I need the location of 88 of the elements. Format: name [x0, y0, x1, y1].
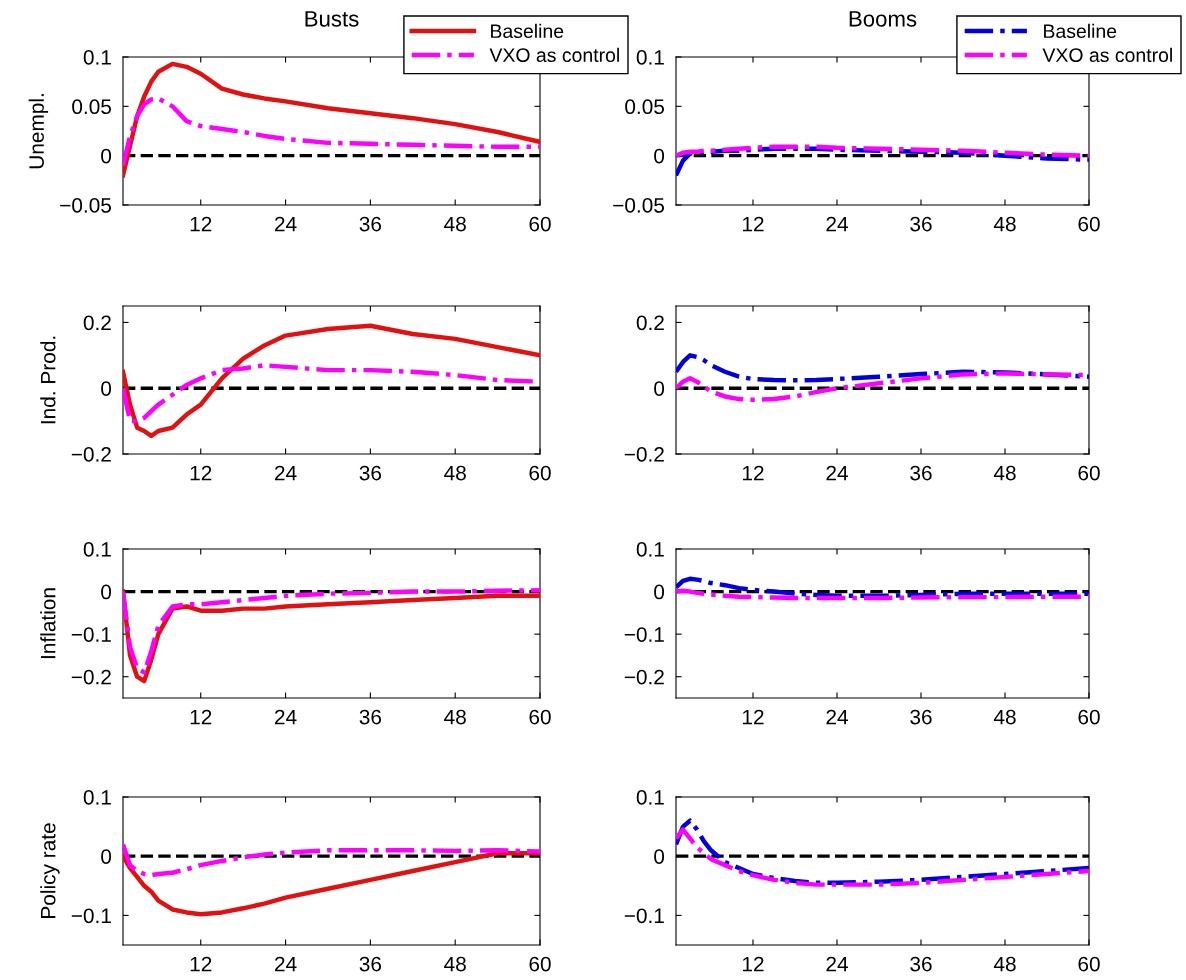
y-tick-label: 0.1: [83, 542, 111, 557]
line-series: [123, 851, 540, 917]
legend-label: Baseline: [491, 23, 564, 39]
x-tick-label: 48: [444, 956, 466, 972]
x-tick-label: 12: [190, 216, 212, 232]
x-tick-label: 60: [1078, 709, 1100, 725]
line-series: [123, 323, 540, 439]
y-tick-label: 0.1: [636, 790, 664, 805]
y-tick-label: 0: [101, 381, 112, 396]
x-tick-label: 60: [529, 465, 551, 481]
x-tick-label: 36: [359, 465, 382, 481]
x-tick-label: 24: [275, 465, 297, 481]
x-tick-label: 36: [910, 216, 932, 232]
x-tick-label: 12: [190, 465, 212, 481]
x-tick-label: 48: [993, 956, 1016, 972]
y-tick-label: 0: [654, 849, 665, 864]
x-tick-label: 24: [275, 709, 297, 725]
x-tick-label: 12: [743, 956, 764, 972]
line-series: [676, 146, 1089, 178]
y-tick-label: 0.1: [636, 50, 664, 65]
x-tick-label: 12: [743, 465, 764, 481]
line-series: [123, 61, 540, 178]
y-tick-label: 0.1: [83, 790, 111, 805]
x-tick-label: 48: [444, 216, 466, 232]
x-tick-label: 60: [1078, 216, 1100, 232]
x-tick-label: 12: [190, 956, 212, 972]
x-tick-label: 48: [444, 465, 466, 481]
line-series: [123, 842, 540, 878]
x-tick-label: 60: [1078, 465, 1100, 481]
chart-title: Booms: [849, 11, 917, 27]
chart-title: Busts: [305, 11, 359, 27]
y-tick-label: 0: [101, 148, 112, 164]
y-tick-label: −0.1: [624, 908, 664, 924]
y-tick-label: −0.1: [71, 627, 111, 642]
x-tick-label: 36: [359, 709, 382, 725]
x-tick-label: 24: [826, 709, 848, 725]
y-tick-label: −0.2: [71, 447, 111, 462]
y-tick-label: 0: [654, 584, 665, 600]
x-tick-label: 12: [743, 709, 764, 725]
y-tick-label: 0.1: [636, 542, 664, 557]
x-tick-label: 24: [826, 956, 848, 972]
y-tick-label: 0.05: [625, 99, 665, 115]
y-axis-title: Ind. Prod.: [40, 336, 56, 424]
y-tick-label: 0.05: [72, 99, 112, 115]
x-tick-label: 60: [529, 709, 551, 725]
y-tick-label: −0.2: [624, 669, 664, 685]
x-tick-label: 24: [275, 216, 297, 232]
line-series: [123, 96, 540, 168]
y-tick-label: 0: [101, 584, 112, 600]
x-tick-label: 48: [444, 709, 466, 725]
y-axis-title: Inflation: [40, 588, 56, 659]
y-tick-label: 0.2: [636, 315, 664, 331]
x-tick-label: 12: [743, 216, 764, 232]
y-tick-label: −0.05: [60, 198, 112, 213]
y-tick-label: −0.1: [624, 627, 664, 642]
x-tick-label: 48: [993, 709, 1016, 725]
x-tick-label: 60: [529, 956, 551, 972]
x-tick-label: 24: [275, 956, 297, 972]
x-tick-label: 36: [359, 216, 382, 232]
line-series: [676, 353, 1089, 383]
y-tick-label: 0.1: [83, 50, 111, 65]
x-tick-label: 36: [910, 709, 932, 725]
line-series: [676, 588, 1089, 601]
line-series: [676, 576, 1089, 599]
x-tick-label: 24: [826, 216, 848, 232]
x-tick-label: 24: [826, 465, 848, 481]
y-tick-label: 0: [654, 148, 665, 164]
x-tick-label: 36: [359, 956, 382, 972]
x-tick-label: 12: [190, 709, 212, 725]
x-tick-label: 36: [910, 956, 932, 972]
y-axis-title: Unempl.: [28, 94, 49, 169]
y-tick-label: −0.05: [613, 198, 665, 213]
y-tick-label: −0.1: [71, 908, 111, 924]
line-series: [676, 144, 1089, 158]
x-tick-label: 48: [993, 216, 1016, 232]
y-tick-label: −0.2: [624, 447, 664, 462]
x-tick-label: 60: [529, 216, 551, 232]
x-tick-label: 48: [993, 465, 1016, 481]
y-tick-label: 0: [101, 849, 112, 864]
x-tick-label: 36: [910, 465, 932, 481]
x-tick-label: 60: [1078, 956, 1100, 972]
legend-label: VXO as control: [489, 47, 619, 63]
y-tick-label: 0: [654, 381, 665, 396]
legend-label: VXO as control: [1042, 47, 1172, 63]
y-tick-label: −0.2: [71, 669, 111, 685]
y-axis-title: Policy rate: [40, 823, 60, 918]
y-tick-label: 0.2: [83, 315, 111, 331]
legend-label: Baseline: [1044, 23, 1117, 39]
